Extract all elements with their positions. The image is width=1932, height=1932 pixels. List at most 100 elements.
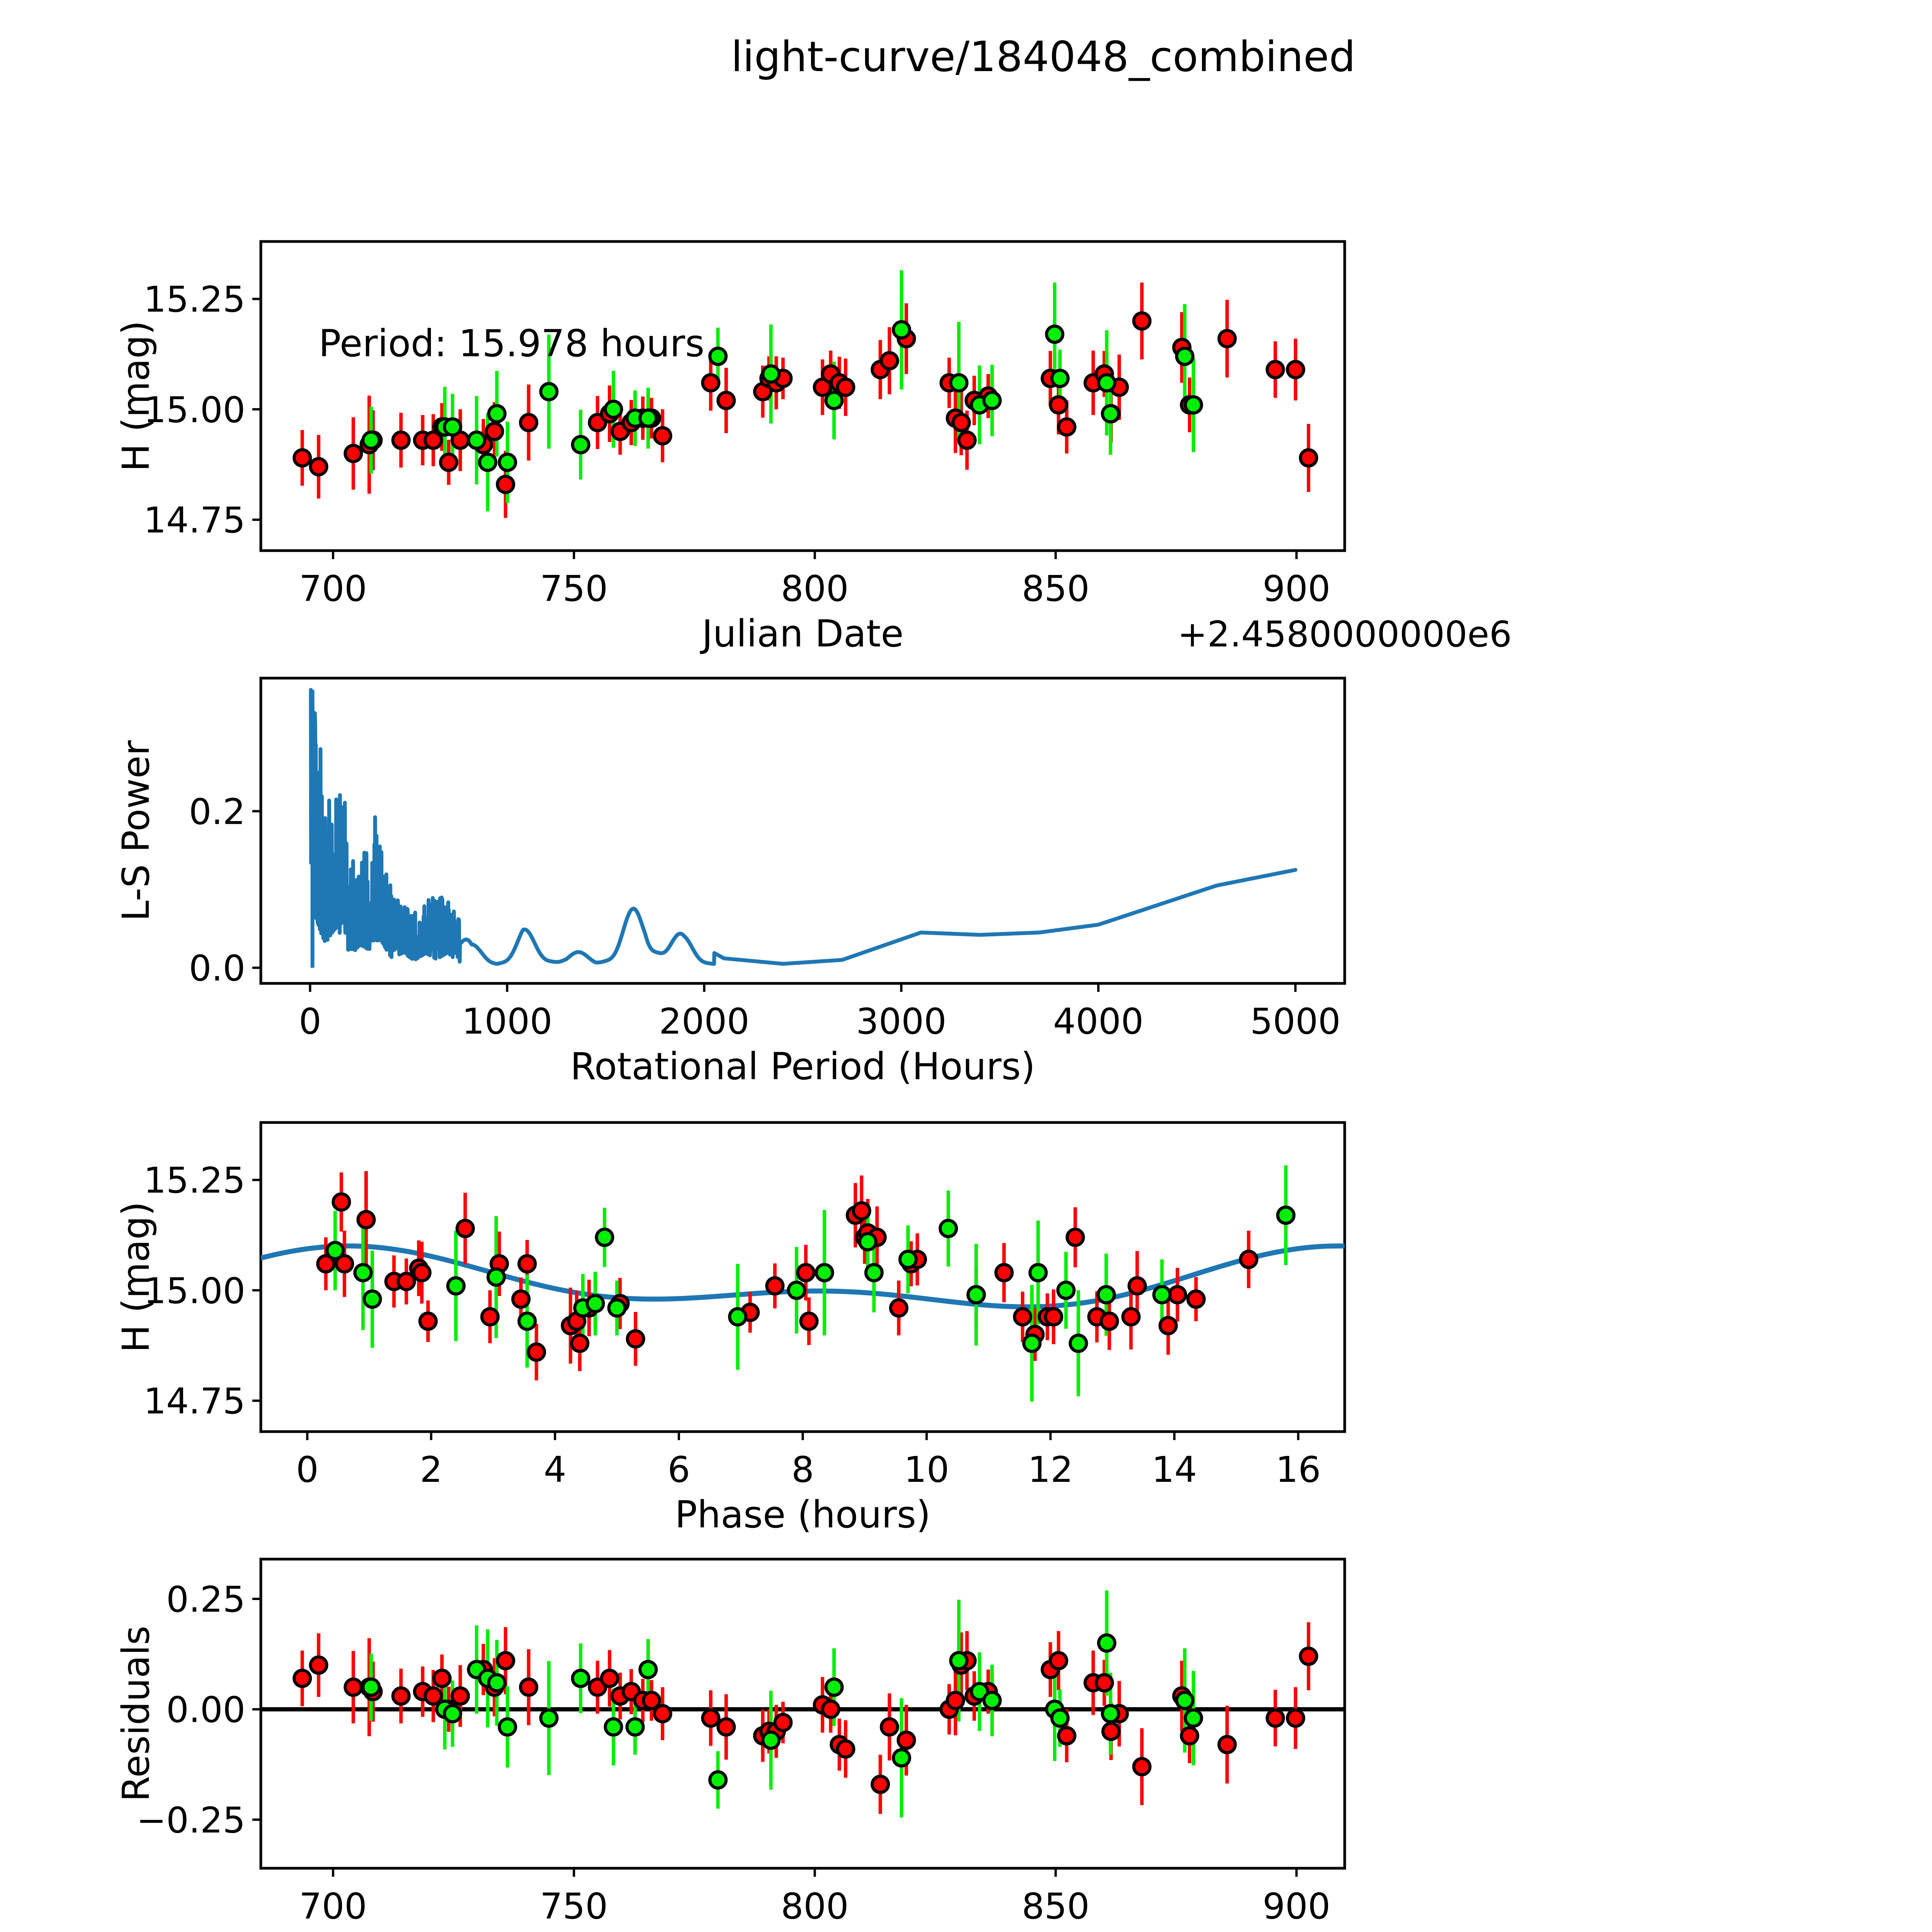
ytick-label: 14.75 (144, 1381, 245, 1422)
ytick-label: 0.00 (166, 1689, 245, 1731)
panel-periodogram: 0 1000 2000 3000 4000 5000 0.0 0.2 Rotational Pe… (0, 668, 1932, 1105)
data-point-red (309, 457, 328, 476)
y-axis-label: H (mag) (114, 1202, 158, 1353)
xtick-label: 900 (1263, 1886, 1331, 1927)
xtick-label: 0 (299, 1001, 321, 1042)
data-point-red (1265, 360, 1285, 379)
data-point-green (1050, 369, 1070, 388)
data-layer (309, 688, 1298, 968)
data-point-red (511, 1289, 531, 1309)
data-point-green (982, 391, 1002, 410)
ytick-label: −0.25 (136, 1799, 245, 1841)
data-point-red (957, 430, 977, 450)
data-point-red (879, 351, 899, 371)
xtick-label: 8 (791, 1449, 814, 1490)
data-point-red (1186, 1289, 1206, 1309)
data-point-red (423, 430, 443, 450)
data-point-red (293, 1668, 312, 1688)
data-point-red (1158, 1316, 1178, 1335)
panel-light-curve: 700 750 800 850 900 14.75 15.00 15.25 Julian Dat… (0, 232, 1932, 665)
data-point-red (994, 1263, 1014, 1282)
plot-frame (259, 677, 1346, 985)
xtick-label: 850 (1022, 568, 1090, 609)
data-point-green (487, 1673, 507, 1692)
data-point-red (1121, 1307, 1141, 1327)
data-point-green (1096, 1285, 1116, 1304)
data-point-green (1184, 1708, 1203, 1728)
xtick-label: 2 (420, 1449, 443, 1490)
data-point-red (642, 1690, 662, 1710)
data-point-green (1028, 1263, 1048, 1282)
data-point-red (455, 1219, 475, 1238)
data-point-green (892, 320, 912, 340)
data-point-green (982, 1690, 1002, 1710)
data-point-red (432, 1668, 452, 1688)
x-offset-label: +2.4580000000e6 (1177, 614, 1512, 655)
data-point-red (1239, 1250, 1259, 1269)
data-point-green (892, 1748, 912, 1768)
data-point-red (1044, 1307, 1063, 1327)
ytick-label: 15.00 (144, 1270, 245, 1311)
ytick-label: 15.25 (144, 1160, 245, 1201)
data-point-red (871, 1774, 890, 1794)
data-point-green (446, 1276, 466, 1296)
data-point-red (836, 1739, 855, 1759)
plot-frame (259, 1558, 1346, 1870)
xtick-label: 0 (296, 1449, 319, 1490)
data-point-red (1217, 329, 1237, 349)
data-point-red (1217, 1735, 1237, 1754)
data-point-green (571, 435, 590, 454)
xtick-label: 3000 (856, 1001, 946, 1042)
period-annotation: Period: 15.978 hours (319, 322, 705, 365)
data-point-red (1101, 1721, 1121, 1741)
data-point-green (607, 1298, 627, 1318)
data-point-green (498, 1717, 517, 1737)
figure-title: light-curve/184048_combined (731, 33, 1356, 81)
data-point-red (716, 1717, 736, 1737)
data-point-green (353, 1263, 373, 1282)
data-point-red (451, 1686, 470, 1706)
data-point-red (418, 1311, 438, 1331)
xtick-label: 750 (540, 1886, 608, 1927)
data-point-green (864, 1263, 884, 1282)
data-point-green (787, 1281, 806, 1300)
data-point-red (1265, 1708, 1285, 1728)
xtick-label: 1000 (462, 1001, 552, 1042)
data-point-red (600, 1668, 619, 1688)
data-point-green (970, 1682, 990, 1701)
y-axis-label: H (mag) (114, 321, 158, 472)
data-point-green (1276, 1206, 1296, 1225)
data-point-red (316, 1254, 336, 1274)
xtick-label: 5000 (1250, 1001, 1340, 1042)
data-point-green (1152, 1285, 1172, 1304)
data-point-red (1065, 1228, 1085, 1247)
data-point-green (966, 1285, 986, 1304)
data-point-red (391, 430, 411, 450)
data-layer (293, 270, 1318, 518)
data-point-red (344, 1677, 363, 1697)
data-point-red (1049, 395, 1068, 415)
data-point-green (1068, 1333, 1088, 1353)
y-axis-label: Residuals (114, 1626, 158, 1801)
ytick-label: 0.0 (189, 947, 245, 989)
data-point-green (815, 1263, 834, 1282)
xtick-label: 2000 (659, 1001, 749, 1042)
data-point-green (325, 1241, 345, 1260)
data-point-green (898, 1250, 918, 1269)
data-layer (261, 1590, 1345, 1818)
data-point-red (626, 1329, 645, 1349)
data-point-green (1184, 395, 1203, 415)
data-point-red (1132, 1757, 1152, 1777)
xtick-label: 900 (1263, 568, 1331, 609)
panel-residuals: 700 750 800 850 900 −0.25 0.00 0.25 Julian Date R… (0, 1549, 1932, 1932)
x-offset-label: +2.4580000000e6 (1177, 1931, 1512, 1932)
data-point-red (701, 373, 721, 393)
data-point-green (1175, 347, 1195, 366)
data-point-red (517, 1254, 537, 1274)
data-point-green (1045, 325, 1065, 344)
xtick-label: 700 (299, 1886, 367, 1927)
data-point-green (571, 1668, 590, 1688)
data-point-red (396, 1272, 416, 1291)
data-point-green (498, 452, 517, 472)
data-point-red (1094, 1673, 1114, 1692)
